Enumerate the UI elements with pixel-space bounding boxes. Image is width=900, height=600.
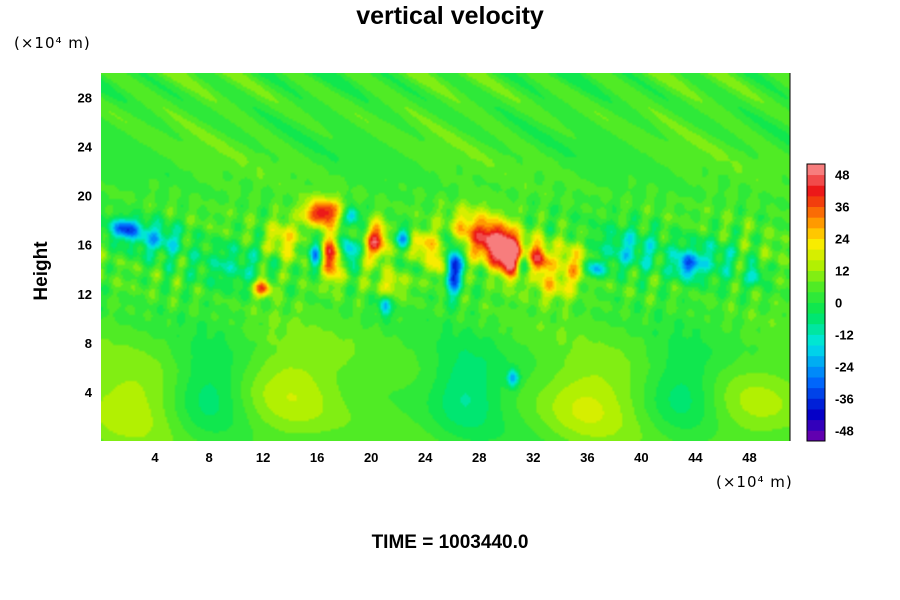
time-value: 1003440.0 xyxy=(438,532,529,553)
y-tick-label: 20 xyxy=(78,189,92,204)
x-tick-label: 16 xyxy=(310,450,324,465)
x-tick-label: 12 xyxy=(256,450,270,465)
colorbar-level xyxy=(807,313,825,325)
x-tick-label: 24 xyxy=(418,450,433,465)
x-tick-label: 20 xyxy=(364,450,378,465)
colorbar-tick-label: -24 xyxy=(835,359,855,374)
heatmap-field xyxy=(101,73,790,441)
colorbar-level xyxy=(807,249,825,261)
y-tick-label: 8 xyxy=(85,336,92,351)
colorbar-level xyxy=(807,281,825,293)
colorbar-level xyxy=(807,238,825,250)
colorbar-level xyxy=(807,302,825,314)
x-axis-ticks: 4 8 12 16 20 24 28 32 36 40 44 48 xyxy=(151,450,756,465)
x-tick-label: 28 xyxy=(472,450,486,465)
y-tick-label: 16 xyxy=(78,238,92,253)
x-tick-label: 48 xyxy=(742,450,756,465)
colorbar-level xyxy=(807,227,825,239)
colorbar-level xyxy=(807,366,825,378)
colorbar-frame xyxy=(806,163,826,442)
colorbar-level xyxy=(807,164,825,176)
colorbar-level xyxy=(807,259,825,271)
colorbar-level xyxy=(807,409,825,421)
x-tick-label: 44 xyxy=(688,450,703,465)
y-axis-ticks: 4 8 12 16 20 24 28 xyxy=(78,91,93,400)
y-tick-label: 4 xyxy=(85,385,93,400)
colorbar-level xyxy=(807,270,825,282)
colorbar-tick-label: -12 xyxy=(835,327,854,342)
colorbar-level xyxy=(807,291,825,303)
y-tick-label: 24 xyxy=(78,140,93,155)
colorbar-tick-label: 12 xyxy=(835,264,849,279)
y-axis-unit: (×10⁴ m) xyxy=(14,34,91,52)
colorbar-level xyxy=(807,323,825,335)
colorbar-level xyxy=(807,419,825,431)
colorbar-tick-label: -48 xyxy=(835,423,854,438)
colorbar-level xyxy=(807,398,825,410)
colorbar-level xyxy=(807,355,825,367)
x-tick-label: 8 xyxy=(205,450,212,465)
colorbar: 48 36 24 12 0 -12 -24 -36 -48 xyxy=(806,163,855,442)
x-axis-unit: (×10⁴ m) xyxy=(716,473,793,491)
colorbar-tick-label: 36 xyxy=(835,200,849,215)
colorbar-level xyxy=(807,387,825,399)
colorbar-tick-label: -36 xyxy=(835,391,854,406)
colorbar-level xyxy=(807,430,825,442)
colorbar-tick-label: 0 xyxy=(835,296,842,311)
time-label: TIME = xyxy=(371,532,434,553)
colorbar-tick-label: 48 xyxy=(835,168,849,183)
x-tick-label: 40 xyxy=(634,450,648,465)
colorbar-level xyxy=(807,206,825,218)
colorbar-tick-label: 24 xyxy=(835,232,850,247)
x-tick-label: 36 xyxy=(580,450,594,465)
colorbar-level xyxy=(807,174,825,186)
time-annotation: TIME = 1003440.0 xyxy=(0,532,900,554)
colorbar-level xyxy=(807,217,825,229)
colorbar-level xyxy=(807,195,825,208)
y-tick-label: 12 xyxy=(78,287,92,302)
colorbar-level xyxy=(807,377,825,389)
x-tick-label: 32 xyxy=(526,450,540,465)
colorbar-level xyxy=(807,185,825,197)
chart-title: vertical velocity xyxy=(356,2,544,30)
colorbar-level xyxy=(807,345,825,357)
y-tick-label: 28 xyxy=(78,91,92,106)
x-tick-label: 4 xyxy=(151,450,159,465)
colorbar-level xyxy=(807,334,825,346)
